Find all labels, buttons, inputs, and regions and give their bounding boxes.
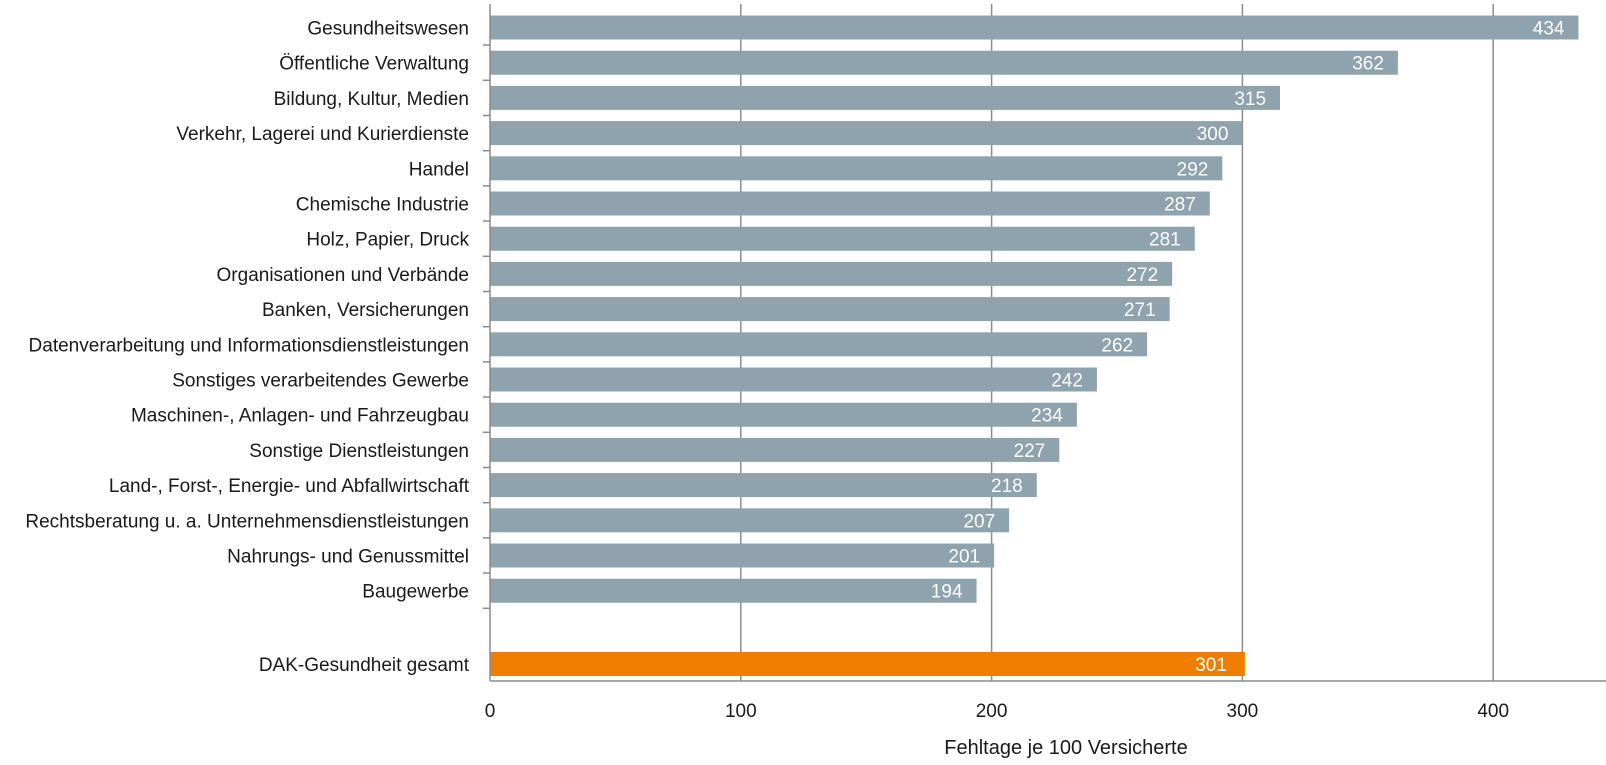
bar-value-label: 201: [948, 547, 980, 568]
category-label: Datenverarbeitung und Informationsdienst…: [29, 335, 469, 356]
category-label: Maschinen-, Anlagen- und Fahrzeugbau: [131, 406, 469, 427]
bar-value-label: 234: [1031, 406, 1063, 427]
category-label: Öffentliche Verwaltung: [279, 54, 469, 75]
bar: [490, 261, 1173, 286]
bar: [490, 332, 1148, 357]
x-tick-label: 100: [725, 701, 757, 722]
category-label: Verkehr, Lagerei und Kurierdienste: [176, 124, 469, 145]
total-category-label: DAK-Gesundheit gesamt: [259, 655, 470, 676]
bar-value-label: 242: [1051, 371, 1083, 392]
category-label: Chemische Industrie: [296, 195, 469, 216]
bar: [490, 508, 1010, 533]
category-label: Organisationen und Verbände: [217, 265, 469, 286]
bar: [490, 85, 1281, 110]
bar-value-label: 207: [963, 511, 995, 532]
bar-value-label: 315: [1234, 89, 1266, 110]
category-label: Banken, Versicherungen: [262, 300, 469, 321]
x-tick-label: 300: [1227, 701, 1259, 722]
category-label: Baugewerbe: [362, 582, 469, 603]
bar: [490, 50, 1398, 75]
bar-value-label: 218: [991, 476, 1023, 497]
x-axis-title: Fehltage je 100 Versicherte: [944, 737, 1188, 759]
bar: [490, 367, 1097, 392]
bar-value-label: 262: [1101, 335, 1133, 356]
bar-value-label: 271: [1124, 300, 1156, 321]
x-tick-label: 200: [976, 701, 1008, 722]
category-label: Gesundheitswesen: [307, 19, 469, 40]
bar-value-label: 362: [1352, 54, 1384, 75]
x-tick-label: 400: [1477, 701, 1509, 722]
bar: [490, 15, 1579, 40]
bar-value-label: 292: [1177, 159, 1209, 180]
category-label: Holz, Papier, Druck: [306, 230, 469, 251]
bar-value-label: 434: [1533, 19, 1565, 40]
bar: [490, 473, 1037, 498]
category-label: Rechtsberatung u. a. Unternehmensdienstl…: [25, 511, 469, 532]
category-label: Land-, Forst-, Energie- und Abfallwirtsc…: [109, 476, 470, 497]
bar-value-label: 287: [1164, 195, 1196, 216]
labels: 434 Gesundheitswesen 362 Öffentliche Verwal…: [25, 19, 1565, 723]
bar: [490, 437, 1060, 462]
bar: [490, 156, 1223, 181]
bar: [490, 578, 977, 603]
category-label: Nahrungs- und Genussmittel: [227, 547, 469, 568]
bar-value-label: 272: [1126, 265, 1158, 286]
bar: [490, 191, 1210, 216]
bar: [490, 297, 1170, 322]
category-label: Bildung, Kultur, Medien: [274, 89, 469, 110]
bar-value-label: 300: [1197, 124, 1229, 145]
total-bar: [490, 652, 1245, 676]
bar-value-label: 194: [931, 582, 963, 603]
category-label: Handel: [409, 159, 469, 180]
bar: [490, 121, 1243, 146]
bar: [490, 402, 1077, 427]
bar: [490, 226, 1195, 251]
total-value-label: 301: [1195, 655, 1227, 676]
bar-value-label: 281: [1149, 230, 1181, 251]
category-label: Sonstige Dienstleistungen: [249, 441, 469, 462]
category-label: Sonstiges verarbeitendes Gewerbe: [172, 371, 469, 392]
bar-value-label: 227: [1014, 441, 1046, 462]
x-tick-label: 0: [485, 701, 496, 722]
bars: [490, 15, 1579, 676]
bar: [490, 543, 995, 568]
axes: [483, 4, 1606, 682]
